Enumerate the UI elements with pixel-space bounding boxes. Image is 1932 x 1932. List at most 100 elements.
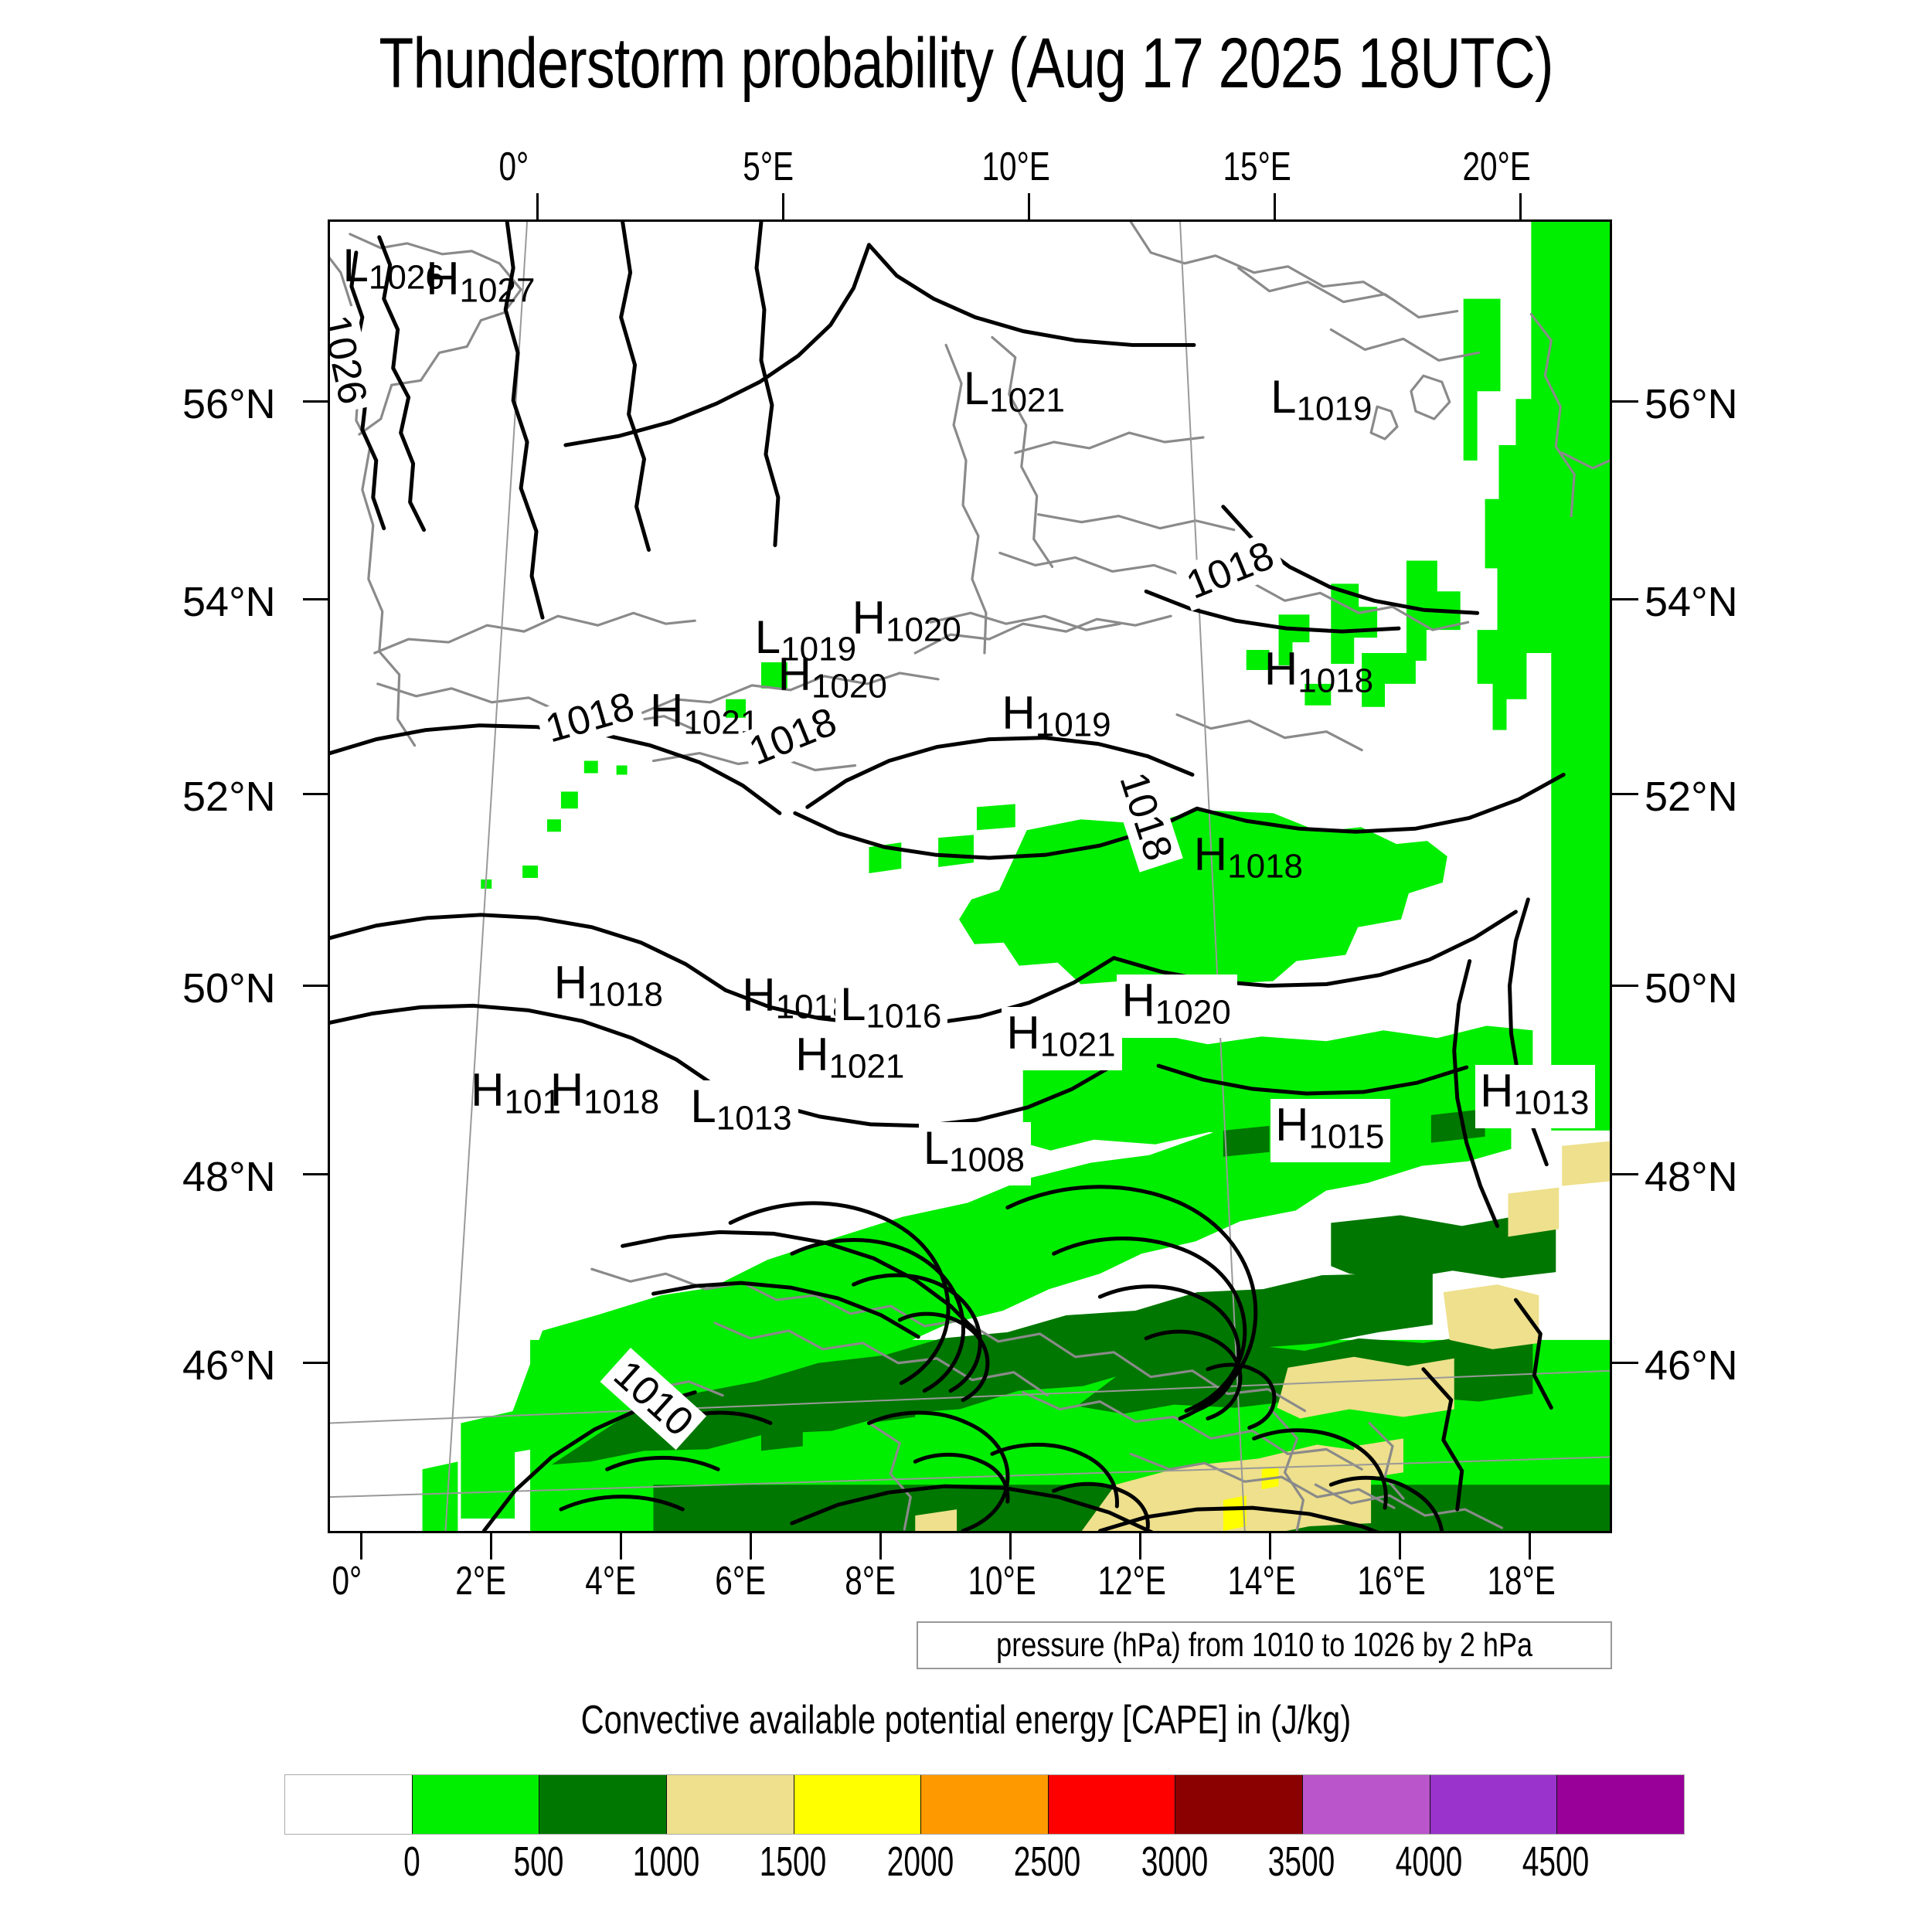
pressure-center-type: L <box>840 978 866 1031</box>
map-canvas <box>330 222 1610 1531</box>
colorbar-segment-10 <box>1556 1775 1685 1834</box>
pressure-center-H-1021-swiss: H1021 <box>791 1028 911 1092</box>
pressure-center-H-1019: H1019 <box>1002 690 1111 743</box>
bottom-tickmark-6E <box>750 1533 752 1560</box>
left-tick-54N: 54°N <box>182 579 276 625</box>
pressure-center-type: H <box>852 591 886 644</box>
bottom-tickmark-4E <box>620 1533 622 1560</box>
pressure-center-value: 1021 <box>828 1047 905 1086</box>
top-tickmark-15E <box>1274 193 1276 219</box>
left-tickmark-46N <box>303 1362 329 1364</box>
top-tickmark-20E <box>1519 193 1522 219</box>
pressure-center-L-1019-west: L1019 <box>755 614 856 667</box>
bottom-tickmark-2E <box>490 1533 492 1560</box>
left-tick-50N: 50°N <box>182 965 276 1012</box>
page-title: Thunderstorm probability (Aug 17 2025 18… <box>379 24 1553 103</box>
bottom-tick-18E: 18°E <box>1487 1559 1556 1604</box>
pressure-center-value: 1021 <box>989 382 1065 420</box>
pressure-center-value: 1021 <box>1039 1026 1116 1065</box>
pressure-center-value: 1013 <box>716 1099 792 1138</box>
colorbar-segment-4 <box>793 1775 921 1834</box>
pressure-center-L-1019-north: L1019 <box>1270 373 1372 427</box>
bottom-tick-12E: 12°E <box>1097 1559 1166 1604</box>
pressure-legend-box: pressure (hPa) from 1010 to 1026 by 2 hP… <box>917 1621 1612 1669</box>
pressure-center-value: 1018 <box>587 976 664 1015</box>
colorbar-segment-1 <box>411 1775 539 1834</box>
pressure-center-type: L <box>342 240 369 292</box>
pressure-center-H-1018-east: H1018 <box>1264 645 1373 699</box>
top-tick-10E: 10°E <box>981 145 1050 189</box>
bottom-tick-14E: 14°E <box>1227 1559 1296 1604</box>
pressure-center-value: 1026 <box>368 258 444 297</box>
top-tickmark-0 <box>536 193 539 219</box>
left-tickmark-48N <box>303 1173 329 1175</box>
colorbar-segment-7 <box>1175 1775 1303 1834</box>
pressure-center-H-1020-north: H1020 <box>852 591 961 648</box>
colorbar-title-text: Convective available potential energy [C… <box>580 1698 1352 1743</box>
bottom-tick-6E: 6°E <box>715 1559 767 1604</box>
pressure-center-value: 1019 <box>781 630 857 668</box>
pressure-center-type: H <box>553 957 588 1009</box>
left-tickmark-52N <box>303 793 329 795</box>
colorbar-segment-9 <box>1429 1775 1557 1834</box>
pressure-center-type: H <box>795 1028 829 1080</box>
bottom-tick-8E: 8°E <box>845 1559 896 1604</box>
right-tick-56N: 56°N <box>1645 381 1738 427</box>
colorbar-segment-3 <box>665 1775 794 1834</box>
pressure-center-H-1018-austria: H1018 <box>1194 832 1303 884</box>
top-tick-15E: 15°E <box>1223 145 1291 189</box>
pressure-center-type: H <box>1002 687 1036 740</box>
pressure-center-type: H <box>549 1064 584 1117</box>
pressure-center-value: 1020 <box>1155 993 1231 1032</box>
bottom-tickmark-14E <box>1269 1533 1271 1560</box>
bottom-tickmark-8E <box>879 1533 882 1560</box>
bottom-tickmark-18E <box>1529 1533 1531 1560</box>
pressure-center-type: H <box>1480 1064 1514 1117</box>
pressure-center-value: 1015 <box>1308 1117 1385 1156</box>
pressure-center-L-1013: L1013 <box>685 1080 798 1144</box>
pressure-center-H-101-clipped: H101 <box>471 1067 561 1120</box>
pressure-center-value: 1027 <box>459 271 536 310</box>
pressure-center-type: H <box>1275 1098 1309 1151</box>
bottom-tick-16E: 16°E <box>1357 1559 1426 1604</box>
colorbar-segment-8 <box>1302 1775 1430 1834</box>
pressure-center-H-1018-france: H1018 <box>554 960 663 1012</box>
pressure-center-L-1008: L1008 <box>918 1122 1032 1186</box>
colorbar-segment-5 <box>920 1775 1048 1834</box>
colorbar-segment-2 <box>539 1775 666 1834</box>
left-tickmark-50N <box>303 985 329 987</box>
left-tickmark-56N <box>303 400 329 403</box>
pressure-center-H-1018-south: H1018 <box>550 1067 659 1120</box>
pressure-center-H-1020-austria: H1020 <box>1117 975 1237 1038</box>
colorbar-title: Convective available potential energy [C… <box>0 1697 1932 1743</box>
colorbar-tick-1500: 1500 <box>759 1838 827 1885</box>
pressure-center-type: H <box>426 253 460 305</box>
left-tick-48N: 48°N <box>182 1154 276 1200</box>
pressure-center-value: 101 <box>504 1083 561 1121</box>
pressure-center-H-1027: H1027 <box>426 256 535 308</box>
pressure-center-type: H <box>777 648 811 700</box>
pressure-center-value: 1008 <box>949 1141 1026 1180</box>
left-tick-46N: 46°N <box>182 1342 276 1389</box>
colorbar-segment-0 <box>285 1775 412 1834</box>
pressure-center-type: L <box>923 1122 950 1175</box>
right-tickmark-48N <box>1612 1173 1638 1175</box>
colorbar-tick-3500: 3500 <box>1267 1838 1335 1885</box>
pressure-center-H-1020-west: H1020 <box>778 651 887 704</box>
pressure-center-type: H <box>650 685 684 737</box>
bottom-tickmark-10E <box>1009 1533 1012 1560</box>
pressure-center-type: H <box>1121 975 1155 1027</box>
pressure-center-value: 1018 <box>583 1083 660 1121</box>
right-tickmark-50N <box>1612 985 1638 987</box>
colorbar-ticks: 0 500 1000 1500 2000 2500 3000 3500 4000… <box>284 1838 1683 1900</box>
colorbar-segment-6 <box>1047 1775 1175 1834</box>
bottom-tick-4E: 4°E <box>585 1559 637 1604</box>
left-tick-52N: 52°N <box>182 774 276 820</box>
colorbar-tick-3000: 3000 <box>1141 1838 1208 1885</box>
colorbar-tick-2000: 2000 <box>886 1838 954 1885</box>
pressure-center-type: L <box>754 611 781 664</box>
left-tick-56N: 56°N <box>182 381 276 427</box>
pressure-center-type: H <box>1193 828 1228 881</box>
pressure-legend-text: pressure (hPa) from 1010 to 1026 by 2 hP… <box>996 1626 1532 1664</box>
